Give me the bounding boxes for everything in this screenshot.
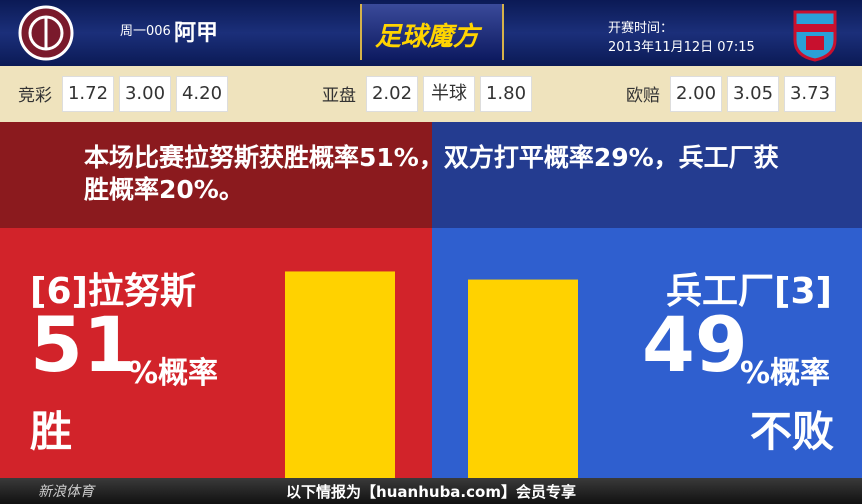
odds-value: 1.80: [480, 76, 532, 112]
odds-value: 半球: [423, 76, 475, 112]
away-logo: [793, 10, 837, 62]
home-panel-top: [0, 122, 432, 228]
home-unit: %概率: [128, 356, 219, 391]
odds-value: 3.73: [784, 76, 836, 112]
odds-label: 竞彩: [18, 86, 52, 106]
home-outcome: 胜: [30, 407, 73, 456]
kickoff-time: 2013年11月12日 07:15: [608, 40, 755, 55]
bar: [468, 279, 578, 478]
odds-value: 2.02: [366, 76, 418, 112]
away-panel-top: [432, 122, 862, 228]
odds-value: 1.72: [62, 76, 114, 112]
away-name: 兵工厂[3]: [666, 271, 832, 312]
odds-value: 4.20: [176, 76, 228, 112]
odds-label: 亚盘: [322, 86, 356, 106]
away-unit: %概率: [740, 356, 831, 391]
home-name: [6]拉努斯: [30, 271, 196, 312]
league: 阿甲: [174, 21, 219, 46]
home-percent: 51: [30, 300, 136, 389]
footer-note: 以下情报为【huanhuba.com】会员专享: [286, 483, 576, 501]
away-outcome: 不败: [749, 407, 834, 456]
odds-value: 3.05: [727, 76, 779, 112]
brand: 足球魔方: [375, 22, 480, 52]
home-logo: [18, 5, 74, 61]
summary: 本场比赛拉努斯获胜概率51%，双方打平概率29%，兵工厂获胜概率20%。: [84, 143, 779, 204]
footer: [0, 478, 862, 504]
away-percent: 49: [642, 300, 748, 389]
bar: [285, 271, 395, 478]
odds-label: 欧赔: [626, 86, 660, 106]
footer-source: 新浪体育: [38, 484, 94, 500]
match-no: 周一006: [120, 24, 171, 39]
odds-value: 3.00: [119, 76, 171, 112]
kickoff-label: 开赛时间：: [608, 21, 674, 36]
odds-value: 2.00: [670, 76, 722, 112]
